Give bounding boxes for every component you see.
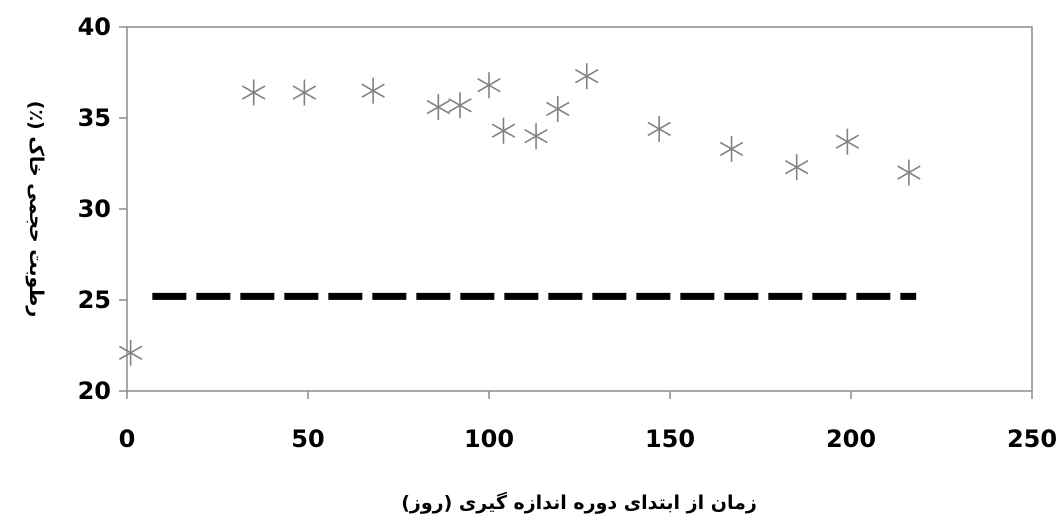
x-tick-label: 200 [826, 425, 876, 453]
y-tick-label: 35 [78, 104, 111, 132]
data-point [292, 79, 317, 106]
y-axis-ticks: 20 25 30 35 40 [78, 13, 127, 405]
data-points [118, 63, 921, 366]
data-point [719, 135, 744, 162]
data-point [426, 94, 451, 121]
data-point [448, 92, 472, 119]
data-point [477, 72, 501, 99]
data-point [241, 79, 266, 106]
y-tick-label: 30 [78, 195, 111, 223]
y-tick-label: 25 [78, 286, 111, 314]
y-tick-label: 20 [78, 377, 111, 405]
data-point [897, 159, 921, 186]
x-axis-ticks: 0 50 100 150 200 250 [119, 391, 1057, 453]
data-point [784, 154, 809, 181]
data-point [835, 128, 860, 155]
x-tick-label: 50 [291, 425, 324, 453]
data-point [491, 117, 516, 144]
x-tick-label: 0 [119, 425, 136, 453]
data-point [524, 123, 548, 150]
x-axis-title: زمان از ابتدای دوره اندازه گیری (روز) [401, 491, 757, 514]
data-point [361, 77, 385, 104]
x-tick-label: 250 [1007, 425, 1057, 453]
data-point [546, 95, 570, 122]
data-point [575, 63, 599, 90]
x-tick-label: 100 [464, 425, 514, 453]
x-tick-label: 150 [645, 425, 695, 453]
y-axis-title: رطوبت حجمی خاک (٪) [25, 101, 47, 317]
data-point [647, 115, 671, 142]
plot-area [126, 26, 1033, 392]
data-point [118, 339, 143, 366]
y-tick-label: 40 [78, 13, 111, 41]
